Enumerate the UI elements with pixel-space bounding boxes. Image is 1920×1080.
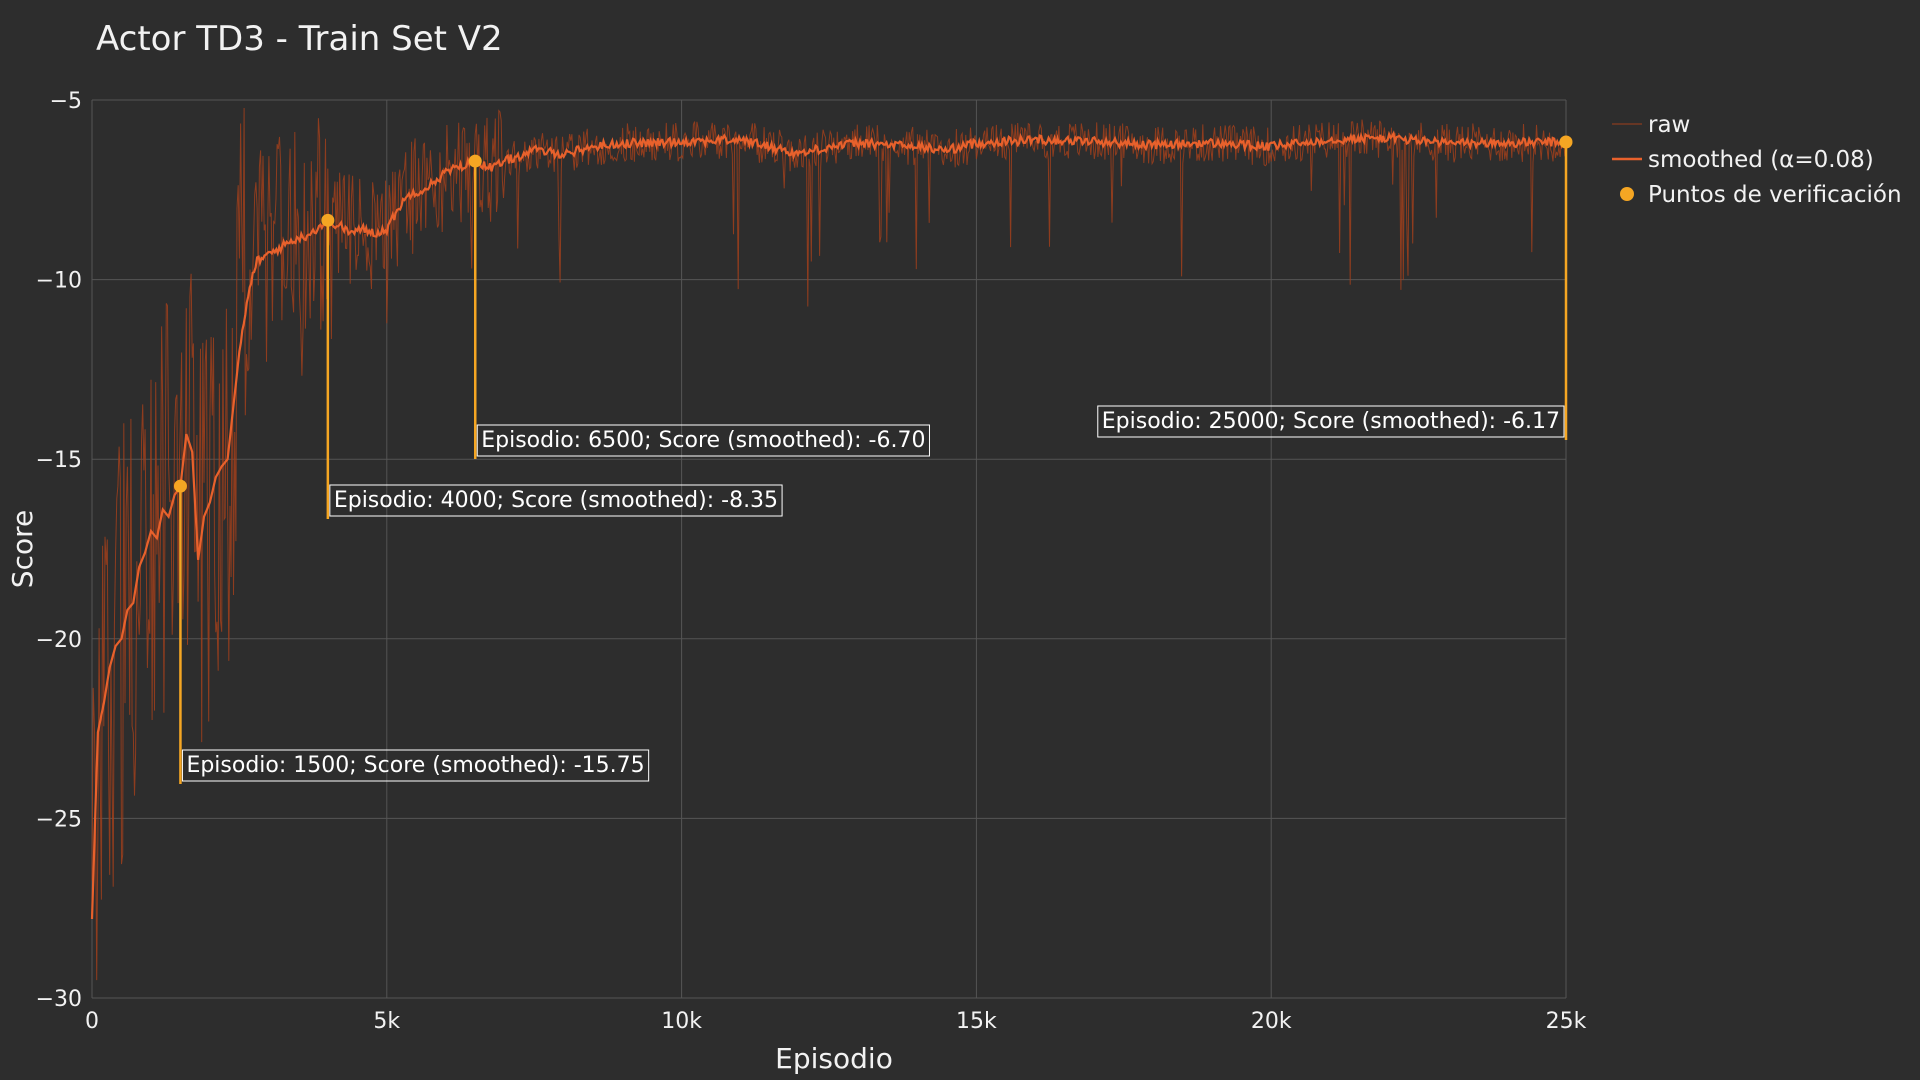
annotation-label: Episodio: 4000; Score (smoothed): -8.35 bbox=[334, 488, 778, 513]
checkpoint-marker bbox=[1559, 135, 1573, 149]
smoothed-series-layer bbox=[90, 130, 1567, 920]
annotation: Episodio: 4000; Score (smoothed): -8.35 bbox=[326, 220, 783, 519]
legend-item[interactable]: Puntos de verificación bbox=[1620, 182, 1902, 208]
legend-label: raw bbox=[1648, 112, 1690, 138]
annotation: Episodio: 1500; Score (smoothed): -15.75 bbox=[179, 486, 650, 784]
y-tick-label: −30 bbox=[36, 987, 82, 1012]
legend-item[interactable]: smoothed (α=0.08) bbox=[1612, 147, 1874, 173]
x-tick-label: 15k bbox=[956, 1009, 997, 1034]
x-tick-label: 5k bbox=[373, 1009, 400, 1034]
x-tick-label: 0 bbox=[85, 1009, 99, 1034]
chart-title: Actor TD3 - Train Set V2 bbox=[96, 19, 503, 59]
annotation-box bbox=[476, 424, 930, 457]
axis-layer: 0 5k 10k 15k 20k 25k −30 −25 −20 −15 −10 −5 bbox=[36, 89, 1587, 1034]
x-tick-label: 10k bbox=[661, 1009, 702, 1034]
annotation-layer: Episodio: 1500; Score (smoothed): -15.75… bbox=[179, 142, 1568, 784]
annotation-label: Episodio: 6500; Score (smoothed): -6.70 bbox=[481, 428, 925, 453]
y-axis-title: Score bbox=[6, 510, 39, 588]
checkpoint-marker bbox=[173, 479, 187, 493]
legend-item[interactable]: raw bbox=[1612, 112, 1690, 138]
y-tick-label: −10 bbox=[36, 269, 82, 294]
y-tick-label: −20 bbox=[36, 628, 82, 653]
annotation-box bbox=[1097, 405, 1565, 438]
annotation: Episodio: 6500; Score (smoothed): -6.70 bbox=[473, 161, 930, 459]
annotation-box bbox=[329, 484, 783, 517]
legend-marker bbox=[1620, 187, 1634, 201]
legend-label: Puntos de verificación bbox=[1648, 182, 1902, 208]
legend: raw smoothed (α=0.08) Puntos de verificaci… bbox=[1612, 112, 1902, 208]
y-tick-label: −25 bbox=[36, 807, 82, 832]
checkpoint-marker bbox=[468, 154, 482, 168]
annotation-box bbox=[181, 749, 650, 782]
raw-series-layer bbox=[91, 107, 1567, 981]
checkpoint-layer bbox=[173, 135, 1573, 493]
annotation-label: Episodio: 1500; Score (smoothed): -15.75 bbox=[186, 753, 644, 778]
smoothed-series-line bbox=[90, 130, 1567, 920]
annotation-label: Episodio: 25000; Score (smoothed): -6.17 bbox=[1102, 409, 1560, 434]
x-tick-label: 25k bbox=[1546, 1009, 1587, 1034]
x-axis-title: Episodio bbox=[775, 1042, 893, 1075]
raw-series-line bbox=[91, 107, 1567, 981]
y-tick-label: −15 bbox=[36, 448, 82, 473]
x-tick-label: 20k bbox=[1251, 1009, 1292, 1034]
annotation: Episodio: 25000; Score (smoothed): -6.17 bbox=[1097, 142, 1568, 440]
y-tick-label: −5 bbox=[50, 89, 82, 114]
legend-label: smoothed (α=0.08) bbox=[1648, 147, 1874, 173]
checkpoint-marker bbox=[321, 213, 335, 227]
